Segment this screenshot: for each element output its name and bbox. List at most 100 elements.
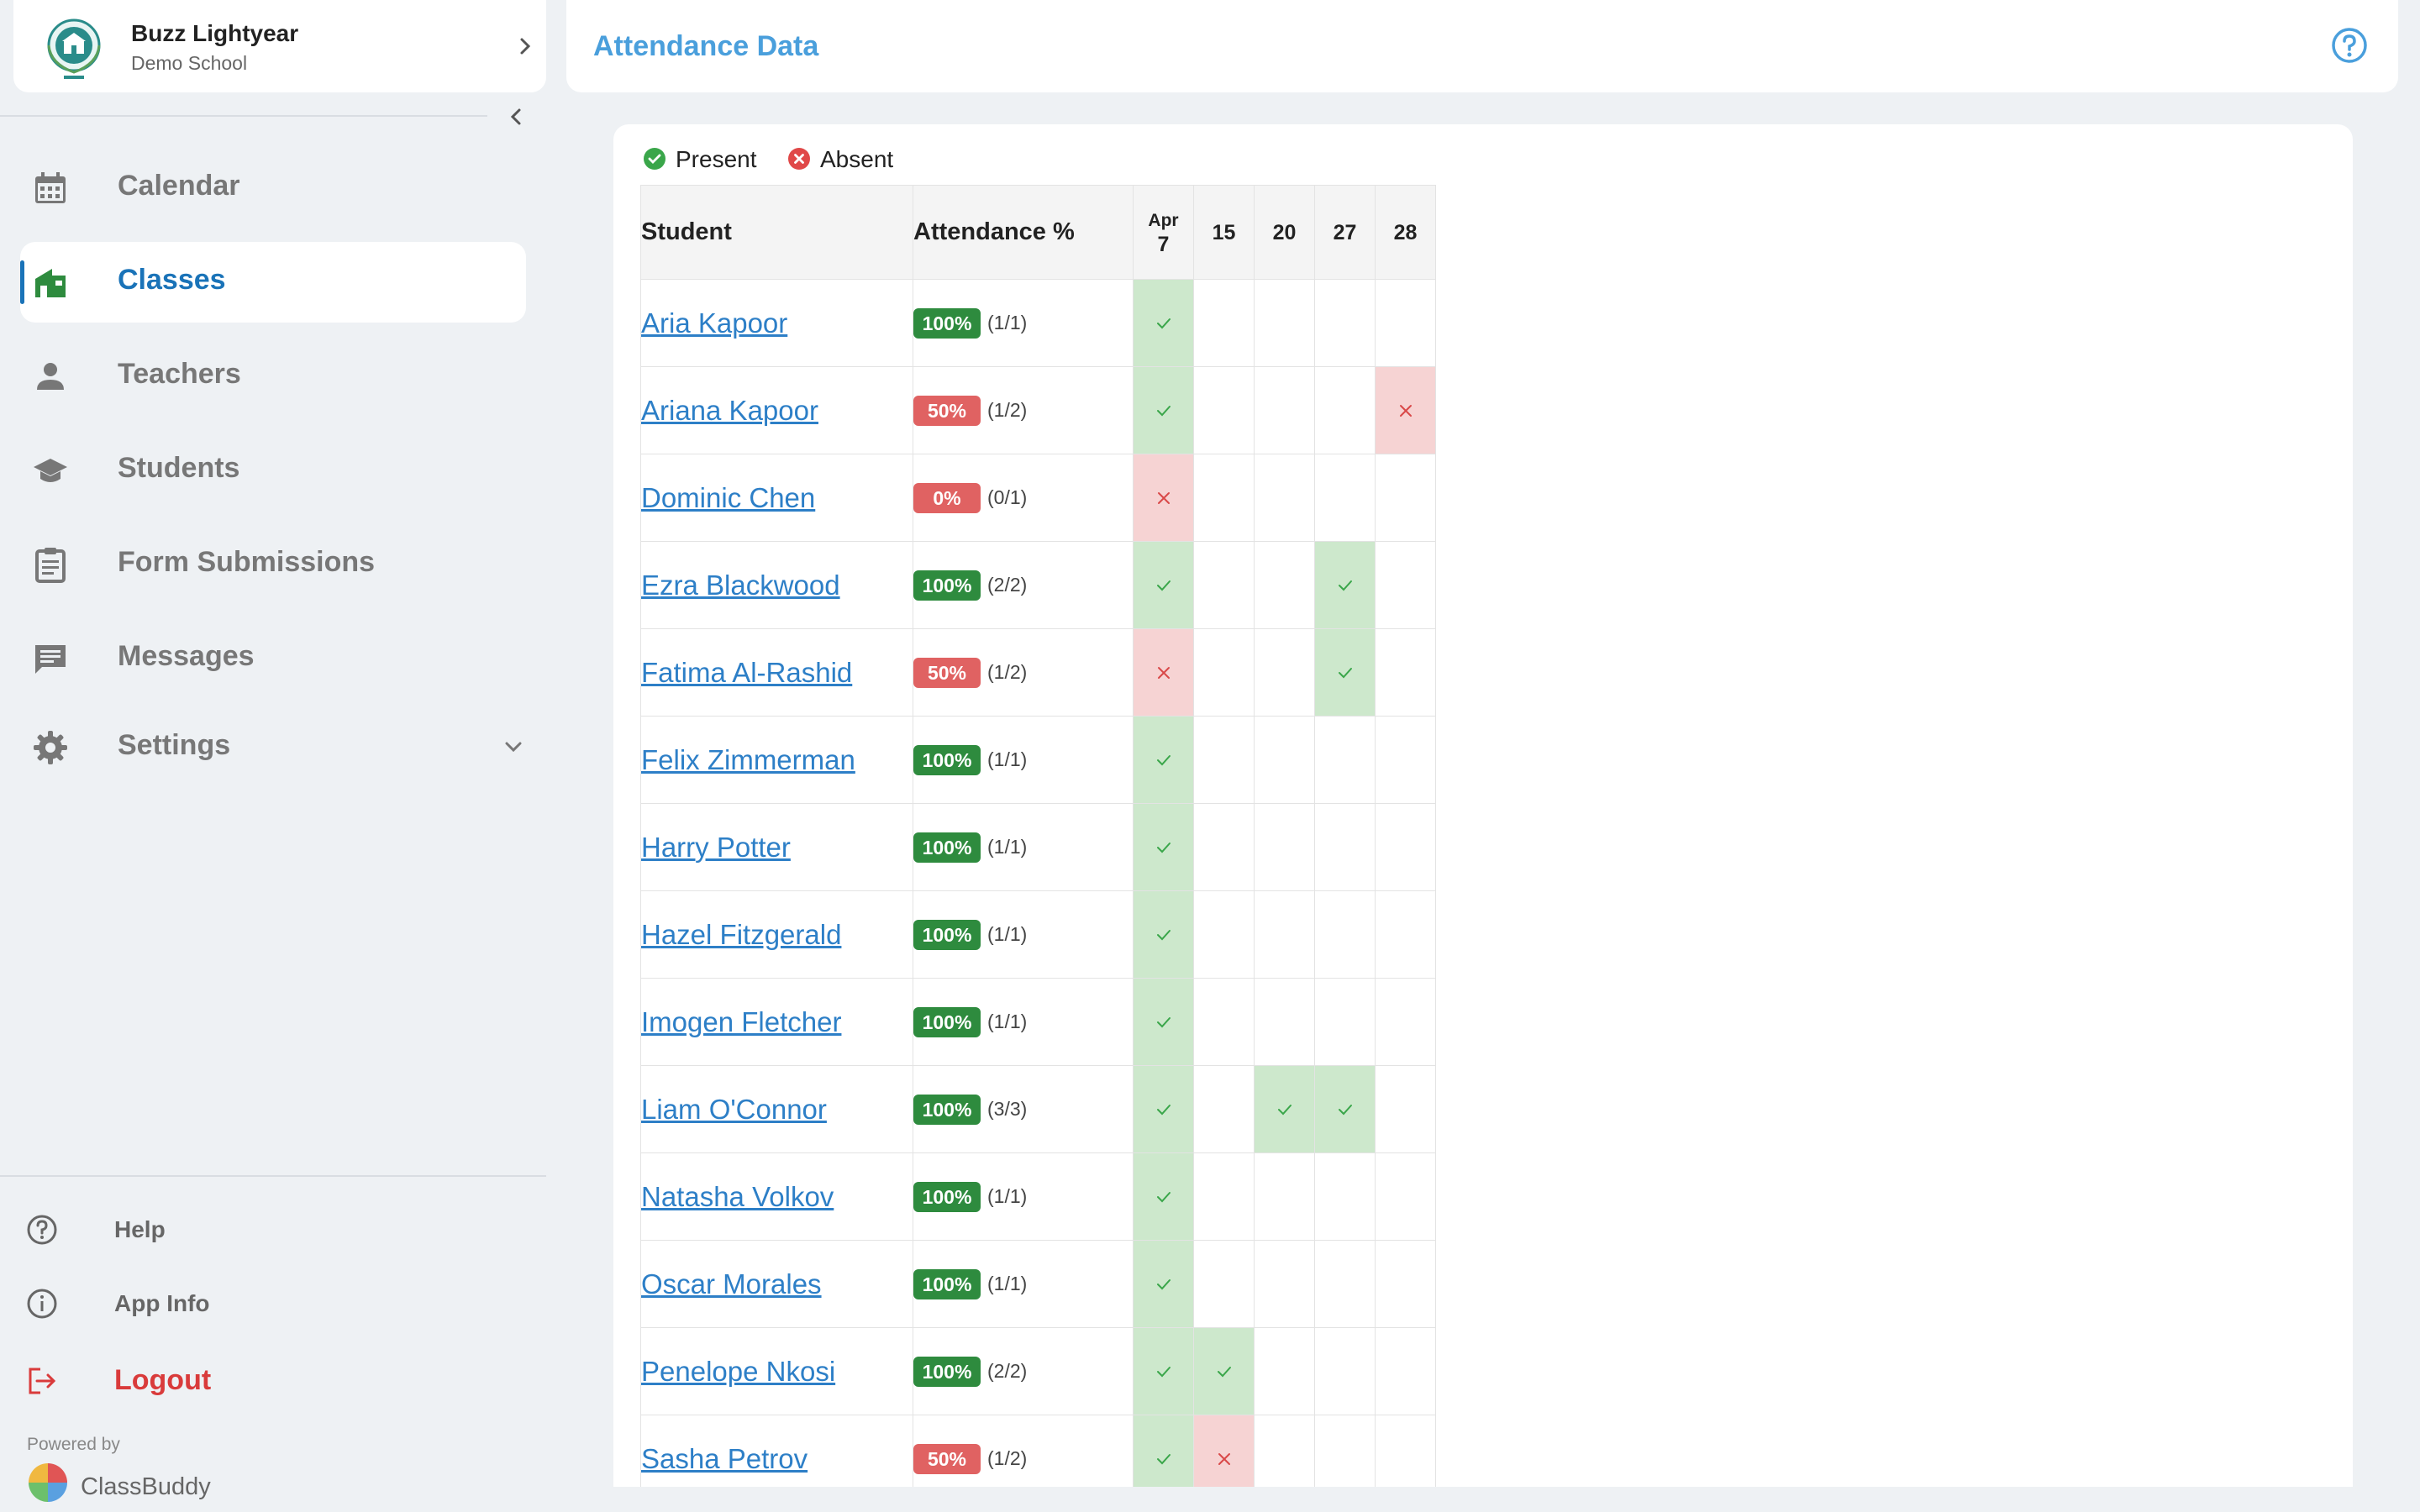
attendance-cell-empty[interactable] (1254, 978, 1315, 1066)
nav-item-form-submissions[interactable]: Form Submissions (20, 524, 526, 605)
attendance-cell-present[interactable] (1133, 716, 1194, 804)
logout-link[interactable]: Logout (25, 1354, 361, 1404)
attendance-cell-present[interactable] (1133, 890, 1194, 979)
attendance-cell-empty[interactable] (1254, 803, 1315, 891)
attendance-cell-empty[interactable] (1375, 716, 1436, 804)
attendance-cell-empty[interactable] (1314, 890, 1376, 979)
attendance-cell-present[interactable] (1254, 1065, 1315, 1153)
profile-card[interactable]: Buzz Lightyear Demo School (13, 0, 546, 92)
collapse-sidebar-icon[interactable] (504, 104, 528, 129)
attendance-cell-empty[interactable] (1314, 1415, 1376, 1487)
nav-item-settings[interactable]: Settings (20, 707, 526, 788)
attendance-cell-empty[interactable] (1314, 366, 1376, 454)
attendance-cell-present[interactable] (1133, 803, 1194, 891)
attendance-cell-empty[interactable] (1314, 978, 1376, 1066)
nav-item-calendar[interactable]: Calendar (20, 148, 526, 228)
student-link[interactable]: Fatima Al-Rashid (641, 656, 853, 688)
help-icon[interactable] (2331, 27, 2368, 64)
attendance-cell-empty[interactable] (1375, 890, 1436, 979)
nav-item-messages[interactable]: Messages (20, 618, 526, 699)
app-info-link[interactable]: App Info (25, 1277, 361, 1327)
attendance-cell-empty[interactable] (1375, 628, 1436, 717)
student-link[interactable]: Imogen Fletcher (641, 1005, 842, 1037)
attendance-cell-empty[interactable] (1375, 1065, 1436, 1153)
attendance-cell-empty[interactable] (1314, 803, 1376, 891)
chevron-down-icon[interactable] (501, 734, 526, 759)
attendance-cell-empty[interactable] (1314, 1240, 1376, 1328)
attendance-cell-present[interactable] (1133, 279, 1194, 367)
attendance-cell-empty[interactable] (1254, 1415, 1315, 1487)
attendance-cell-present[interactable] (1133, 978, 1194, 1066)
attendance-cell-empty[interactable] (1254, 1240, 1315, 1328)
attendance-cell-empty[interactable] (1254, 716, 1315, 804)
attendance-cell-empty[interactable] (1254, 541, 1315, 629)
chevron-right-icon[interactable] (514, 34, 536, 59)
attendance-cell-empty[interactable] (1193, 803, 1255, 891)
attendance-cell-empty[interactable] (1254, 1327, 1315, 1415)
attendance-cell-empty[interactable] (1254, 279, 1315, 367)
help-link[interactable]: Help (25, 1203, 361, 1253)
attendance-cell-present[interactable] (1314, 541, 1376, 629)
attendance-cell-empty[interactable] (1193, 890, 1255, 979)
attendance-cell-empty[interactable] (1375, 454, 1436, 542)
attendance-cell-present[interactable] (1193, 1327, 1255, 1415)
attendance-cell-empty[interactable] (1193, 716, 1255, 804)
attendance-cell-absent[interactable] (1133, 628, 1194, 717)
attendance-cell-empty[interactable] (1254, 454, 1315, 542)
attendance-cell-empty[interactable] (1375, 279, 1436, 367)
attendance-cell-empty[interactable] (1254, 366, 1315, 454)
attendance-cell-empty[interactable] (1375, 1240, 1436, 1328)
attendance-cell-present[interactable] (1133, 1152, 1194, 1241)
nav-item-classes[interactable]: Classes (20, 242, 526, 323)
attendance-cell-absent[interactable] (1375, 366, 1436, 454)
student-link[interactable]: Felix Zimmerman (641, 743, 855, 775)
attendance-cell-empty[interactable] (1314, 454, 1376, 542)
attendance-cell-empty[interactable] (1193, 541, 1255, 629)
attendance-cell-empty[interactable] (1254, 628, 1315, 717)
student-link[interactable]: Harry Potter (641, 831, 791, 863)
attendance-cell-present[interactable] (1133, 1240, 1194, 1328)
nav-item-teachers[interactable]: Teachers (20, 336, 526, 417)
student-link[interactable]: Sasha Petrov (641, 1442, 808, 1474)
attendance-cell-present[interactable] (1314, 1065, 1376, 1153)
student-link[interactable]: Liam O'Connor (641, 1093, 827, 1125)
attendance-cell-empty[interactable] (1375, 1152, 1436, 1241)
student-link[interactable]: Hazel Fitzgerald (641, 918, 842, 950)
student-link[interactable]: Aria Kapoor (641, 307, 788, 339)
attendance-cell-absent[interactable] (1193, 1415, 1255, 1487)
attendance-cell-present[interactable] (1314, 628, 1376, 717)
col-header-student[interactable]: Student (640, 185, 913, 280)
attendance-cell-empty[interactable] (1314, 279, 1376, 367)
attendance-cell-empty[interactable] (1375, 1415, 1436, 1487)
attendance-cell-empty[interactable] (1193, 1240, 1255, 1328)
student-link[interactable]: Ezra Blackwood (641, 569, 840, 601)
student-link[interactable]: Natasha Volkov (641, 1180, 834, 1212)
attendance-cell-empty[interactable] (1314, 1152, 1376, 1241)
student-link[interactable]: Penelope Nkosi (641, 1355, 836, 1387)
attendance-cell-empty[interactable] (1314, 1327, 1376, 1415)
attendance-cell-empty[interactable] (1193, 366, 1255, 454)
student-link[interactable]: Dominic Chen (641, 481, 816, 513)
attendance-cell-empty[interactable] (1254, 890, 1315, 979)
attendance-cell-empty[interactable] (1375, 541, 1436, 629)
attendance-cell-present[interactable] (1133, 541, 1194, 629)
attendance-cell-present[interactable] (1133, 1065, 1194, 1153)
student-link[interactable]: Ariana Kapoor (641, 394, 818, 426)
nav-item-students[interactable]: Students (20, 430, 526, 511)
student-link[interactable]: Oscar Morales (641, 1268, 822, 1299)
attendance-cell-absent[interactable] (1133, 454, 1194, 542)
attendance-cell-empty[interactable] (1193, 454, 1255, 542)
attendance-cell-empty[interactable] (1375, 978, 1436, 1066)
attendance-cell-empty[interactable] (1314, 716, 1376, 804)
attendance-cell-empty[interactable] (1193, 1065, 1255, 1153)
attendance-cell-empty[interactable] (1193, 1152, 1255, 1241)
col-header-attendance-pct[interactable]: Attendance % (913, 185, 1134, 280)
attendance-cell-present[interactable] (1133, 1327, 1194, 1415)
attendance-cell-present[interactable] (1133, 366, 1194, 454)
attendance-cell-present[interactable] (1133, 1415, 1194, 1487)
attendance-cell-empty[interactable] (1375, 1327, 1436, 1415)
attendance-cell-empty[interactable] (1254, 1152, 1315, 1241)
attendance-cell-empty[interactable] (1375, 803, 1436, 891)
attendance-cell-empty[interactable] (1193, 279, 1255, 367)
attendance-cell-empty[interactable] (1193, 978, 1255, 1066)
